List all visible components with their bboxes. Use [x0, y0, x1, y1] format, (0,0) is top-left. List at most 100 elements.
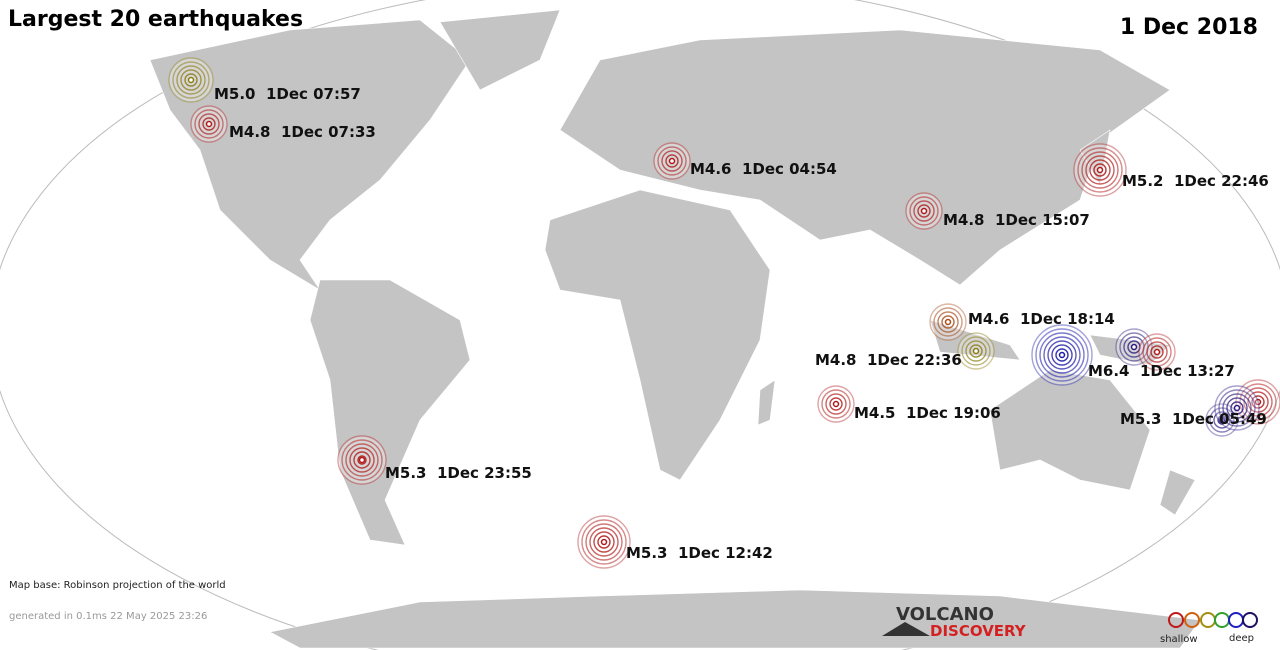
antarctica	[269, 589, 1201, 649]
quake-center	[1058, 351, 1066, 359]
quake-ring	[581, 519, 627, 565]
legend-deep: deep	[1229, 633, 1254, 644]
legend-ring	[1242, 612, 1258, 628]
quake: M4.8 1Dec 22:36	[815, 332, 995, 370]
quake: M4.5 1Dec 19:06	[817, 385, 1001, 423]
quake-ring	[593, 531, 615, 553]
quake-label: M4.8 1Dec 15:07	[943, 211, 1090, 229]
quake-ring	[1142, 337, 1172, 367]
title: Largest 20 earthquakes	[8, 7, 303, 32]
quake-center	[1254, 398, 1262, 406]
quake-ring	[941, 315, 955, 329]
quake-ring	[597, 535, 611, 549]
quake: M4.6 1Dec 18:14	[929, 303, 1115, 341]
quake-center	[920, 207, 928, 215]
quake-ring	[1217, 415, 1227, 425]
quake-marker	[1235, 379, 1280, 425]
quake: M6.4 1Dec 13:27	[1031, 324, 1235, 386]
quake-marker	[1205, 403, 1239, 437]
quake-ring	[1230, 401, 1244, 415]
quake-center	[187, 76, 195, 84]
quake-ring	[180, 69, 202, 91]
quake-label: M4.8 1Dec 22:36	[815, 351, 962, 369]
legend-shallow: shallow	[1160, 634, 1198, 645]
quake-label: M4.5 1Dec 19:06	[854, 404, 1001, 422]
quake-ring	[917, 204, 931, 218]
quake-ring	[1222, 393, 1252, 423]
quake-ring	[1209, 407, 1235, 433]
quake-ring	[198, 113, 220, 135]
quake-center	[1233, 404, 1241, 412]
quake-ring	[1150, 345, 1164, 359]
quake-label: M5.3 1Dec 23:55	[385, 464, 532, 482]
quake-label: M5.2 1Dec 22:46	[1122, 172, 1269, 190]
new-zealand	[1159, 469, 1196, 516]
quake-label: M4.6 1Dec 04:54	[690, 160, 837, 178]
depth-legend: shallow deep	[1160, 612, 1258, 645]
quake-marker	[1138, 333, 1176, 371]
logo-bottom: DISCOVERY	[930, 622, 1027, 640]
quake-ring	[353, 451, 371, 469]
logo-top: VOLCANO	[896, 604, 994, 625]
quake-ring	[172, 61, 210, 99]
quake-ring	[345, 443, 379, 477]
quake-center	[600, 538, 608, 546]
quake-ring	[1251, 395, 1265, 409]
quake-ring	[1043, 336, 1081, 374]
quake-ring	[341, 439, 383, 481]
quake-label: M4.6 1Dec 18:14	[968, 310, 1115, 328]
date: 1 Dec 2018	[1120, 15, 1258, 40]
new-guinea	[1089, 334, 1171, 366]
quake-ring	[1035, 328, 1089, 382]
quake: M5.2 1Dec 22:46	[1073, 143, 1269, 197]
north-america	[149, 19, 471, 291]
quake-label: M5.3 1Dec 12:42	[626, 544, 773, 562]
quake: M5.3 1Dec 23:55	[337, 435, 532, 485]
quake-ring	[1093, 163, 1107, 177]
quake: M5.0 1Dec 07:57	[168, 57, 361, 103]
quake-center	[944, 318, 952, 326]
quake: M5.3 1Dec 05:49	[1120, 385, 1267, 431]
quake-center	[972, 347, 980, 355]
quake-ring	[1077, 147, 1123, 193]
quake-center	[1153, 348, 1161, 356]
quake-ring	[202, 117, 216, 131]
quake-center	[1130, 343, 1138, 351]
quake-center	[832, 400, 840, 408]
quake-ring	[1051, 344, 1073, 366]
quake-ring	[657, 146, 687, 176]
quake-ring	[665, 154, 679, 168]
quake-ring	[1089, 159, 1111, 181]
greenland	[439, 9, 561, 91]
quake-center	[205, 120, 213, 128]
continents	[149, 9, 1201, 649]
quake-ring	[1247, 391, 1269, 413]
madagascar	[757, 379, 776, 426]
quake-ring	[829, 397, 843, 411]
quake-ring	[1039, 332, 1085, 378]
south-america	[309, 279, 471, 546]
quake-label: M6.4 1Dec 13:27	[1088, 362, 1235, 380]
quake-center	[1096, 166, 1104, 174]
quake-label: M4.8 1Dec 07:33	[229, 123, 376, 141]
quake-ring	[1239, 383, 1277, 421]
australia	[989, 369, 1151, 491]
quake-ring	[357, 455, 367, 465]
quake: M4.6 1Dec 04:54	[653, 142, 837, 180]
quake-ring	[913, 200, 935, 222]
eurasia	[559, 29, 1171, 286]
quake-ring	[1085, 155, 1115, 185]
quake-ring	[1243, 387, 1273, 417]
generated: generated in 0.1ms 22 May 2025 23:26	[9, 611, 207, 622]
logo-icon	[882, 622, 930, 636]
quake-ring	[1047, 340, 1077, 370]
quake-ring	[349, 447, 375, 473]
quake-center	[668, 157, 676, 165]
quake: M4.8 1Dec 15:07	[905, 192, 1090, 230]
quake-ring	[184, 73, 198, 87]
quake-ring	[821, 389, 851, 419]
quake-ring	[1226, 397, 1248, 419]
quake-ring	[1055, 348, 1069, 362]
